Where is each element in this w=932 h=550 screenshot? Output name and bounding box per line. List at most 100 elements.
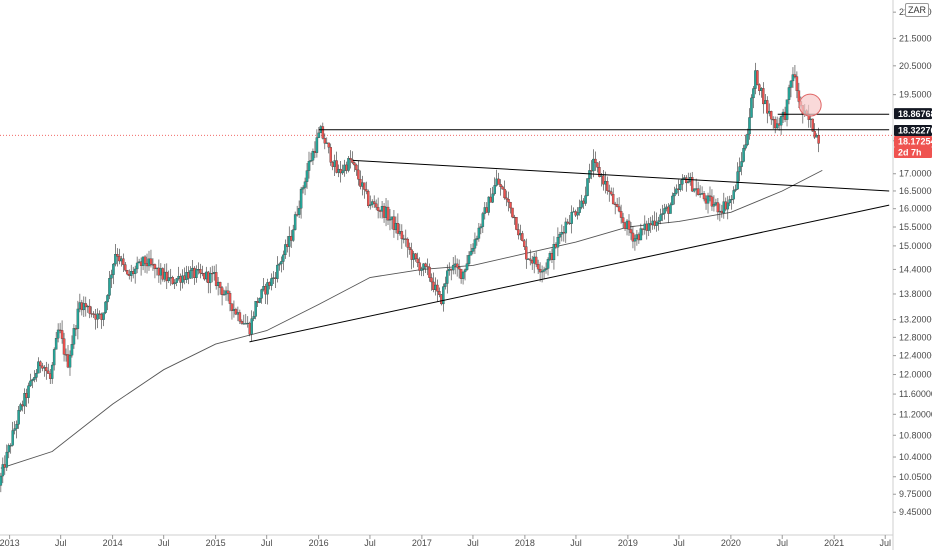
candle-body <box>655 222 658 226</box>
candle-body <box>374 203 378 208</box>
candle-body <box>408 247 411 250</box>
candle-body <box>118 256 121 262</box>
price-tick-label: 10.05000 <box>899 472 932 482</box>
candle-body <box>47 370 50 374</box>
candle-body <box>301 187 305 190</box>
candle-body <box>702 193 706 200</box>
candle-body <box>576 212 579 216</box>
candle-body <box>372 201 376 204</box>
price-tick-label: 11.60000 <box>899 389 932 399</box>
price-label-text: 18.17254 <box>898 137 932 147</box>
candle-body <box>96 313 99 320</box>
candle-body <box>503 188 506 199</box>
candle-body <box>19 404 22 411</box>
highlight-circle[interactable] <box>798 93 822 117</box>
candle-body <box>68 354 72 368</box>
candle-body <box>266 282 269 295</box>
time-tick-label: 2017 <box>412 538 432 548</box>
candle-body <box>293 214 297 230</box>
candle-body <box>15 424 18 429</box>
candle-body <box>698 193 702 195</box>
candle-body <box>509 202 512 209</box>
candle-body <box>230 303 234 311</box>
candle-body <box>521 233 524 241</box>
price-tick-label: 10.40000 <box>899 452 932 462</box>
candle-body <box>114 254 117 265</box>
price-axis[interactable]: 9.45000 9.75000 10.05000 10.40000 10.80000 11… <box>892 0 932 550</box>
candle-body <box>558 234 562 238</box>
candle-body <box>226 290 230 294</box>
candle-body <box>538 268 542 273</box>
candle-body <box>523 240 526 247</box>
price-label-text: 18.32276 <box>898 126 932 136</box>
candle-body <box>671 195 674 206</box>
price-tick-label: 13.20000 <box>899 315 932 325</box>
candle-body <box>416 258 419 263</box>
candle-body <box>584 195 587 204</box>
trendline[interactable] <box>352 159 890 192</box>
candle-body <box>1 464 5 477</box>
candle-body <box>124 264 127 271</box>
candle-body <box>481 213 485 227</box>
candle-body <box>479 226 483 229</box>
price-tick-label: 15.50000 <box>899 222 932 232</box>
candle-body <box>307 161 311 171</box>
candle-body <box>756 70 759 85</box>
candle-body <box>712 204 716 207</box>
candle-body <box>566 221 570 224</box>
trendline[interactable] <box>249 204 890 343</box>
candle-body <box>420 268 423 271</box>
candle-body <box>284 244 287 256</box>
candle-body <box>327 142 331 148</box>
candle-body <box>578 207 581 213</box>
candle-body <box>240 321 244 324</box>
candle-body <box>35 372 38 378</box>
candle-body <box>303 181 307 188</box>
candle-body <box>813 131 816 138</box>
price-tick-label: 21.50000 <box>899 33 932 43</box>
candle-body <box>218 281 222 288</box>
candle-body <box>586 178 589 196</box>
candle-body <box>797 90 801 102</box>
candle-body <box>341 170 344 174</box>
candle-body <box>546 259 550 269</box>
candle-body <box>252 316 255 319</box>
candle-body <box>315 137 319 153</box>
candle-body <box>88 305 91 314</box>
candle-body <box>428 266 431 278</box>
candle-body <box>368 204 372 207</box>
time-tick-label: 2018 <box>515 538 535 548</box>
candle-body <box>661 213 664 215</box>
candle-body <box>687 181 690 184</box>
candle-body <box>752 88 755 99</box>
candle-body <box>175 278 178 283</box>
candle-body <box>611 193 615 205</box>
candle-body <box>406 238 410 248</box>
candle-body <box>685 177 688 184</box>
candle-body <box>282 254 285 262</box>
candle-body <box>367 191 370 207</box>
candle-body <box>7 445 10 453</box>
price-tick-label: 11.20000 <box>899 409 932 419</box>
candle-body <box>740 161 743 167</box>
price-tick-label: 20.50000 <box>899 61 932 71</box>
candle-body <box>287 236 291 247</box>
candle-body <box>54 338 58 350</box>
candle-body <box>126 270 129 275</box>
candle-body <box>491 193 494 203</box>
candle-body <box>517 229 520 236</box>
candle-body <box>299 188 303 209</box>
candle-body <box>696 188 700 195</box>
candle-body <box>525 246 528 260</box>
candle-body <box>418 262 421 271</box>
candle-body <box>351 159 354 163</box>
time-tick-label: Jul <box>364 538 376 548</box>
price-label-box <box>894 136 932 148</box>
price-tick-label: 12.40000 <box>899 351 932 361</box>
candle-body <box>291 229 295 241</box>
currency-label[interactable]: ZAR <box>905 3 929 17</box>
time-axis[interactable]: 2013 Jul 2014 Jul 2015 Jul 2016 Jul 2017 Jul 2018 J… <box>0 534 893 548</box>
candle-body <box>639 228 643 241</box>
